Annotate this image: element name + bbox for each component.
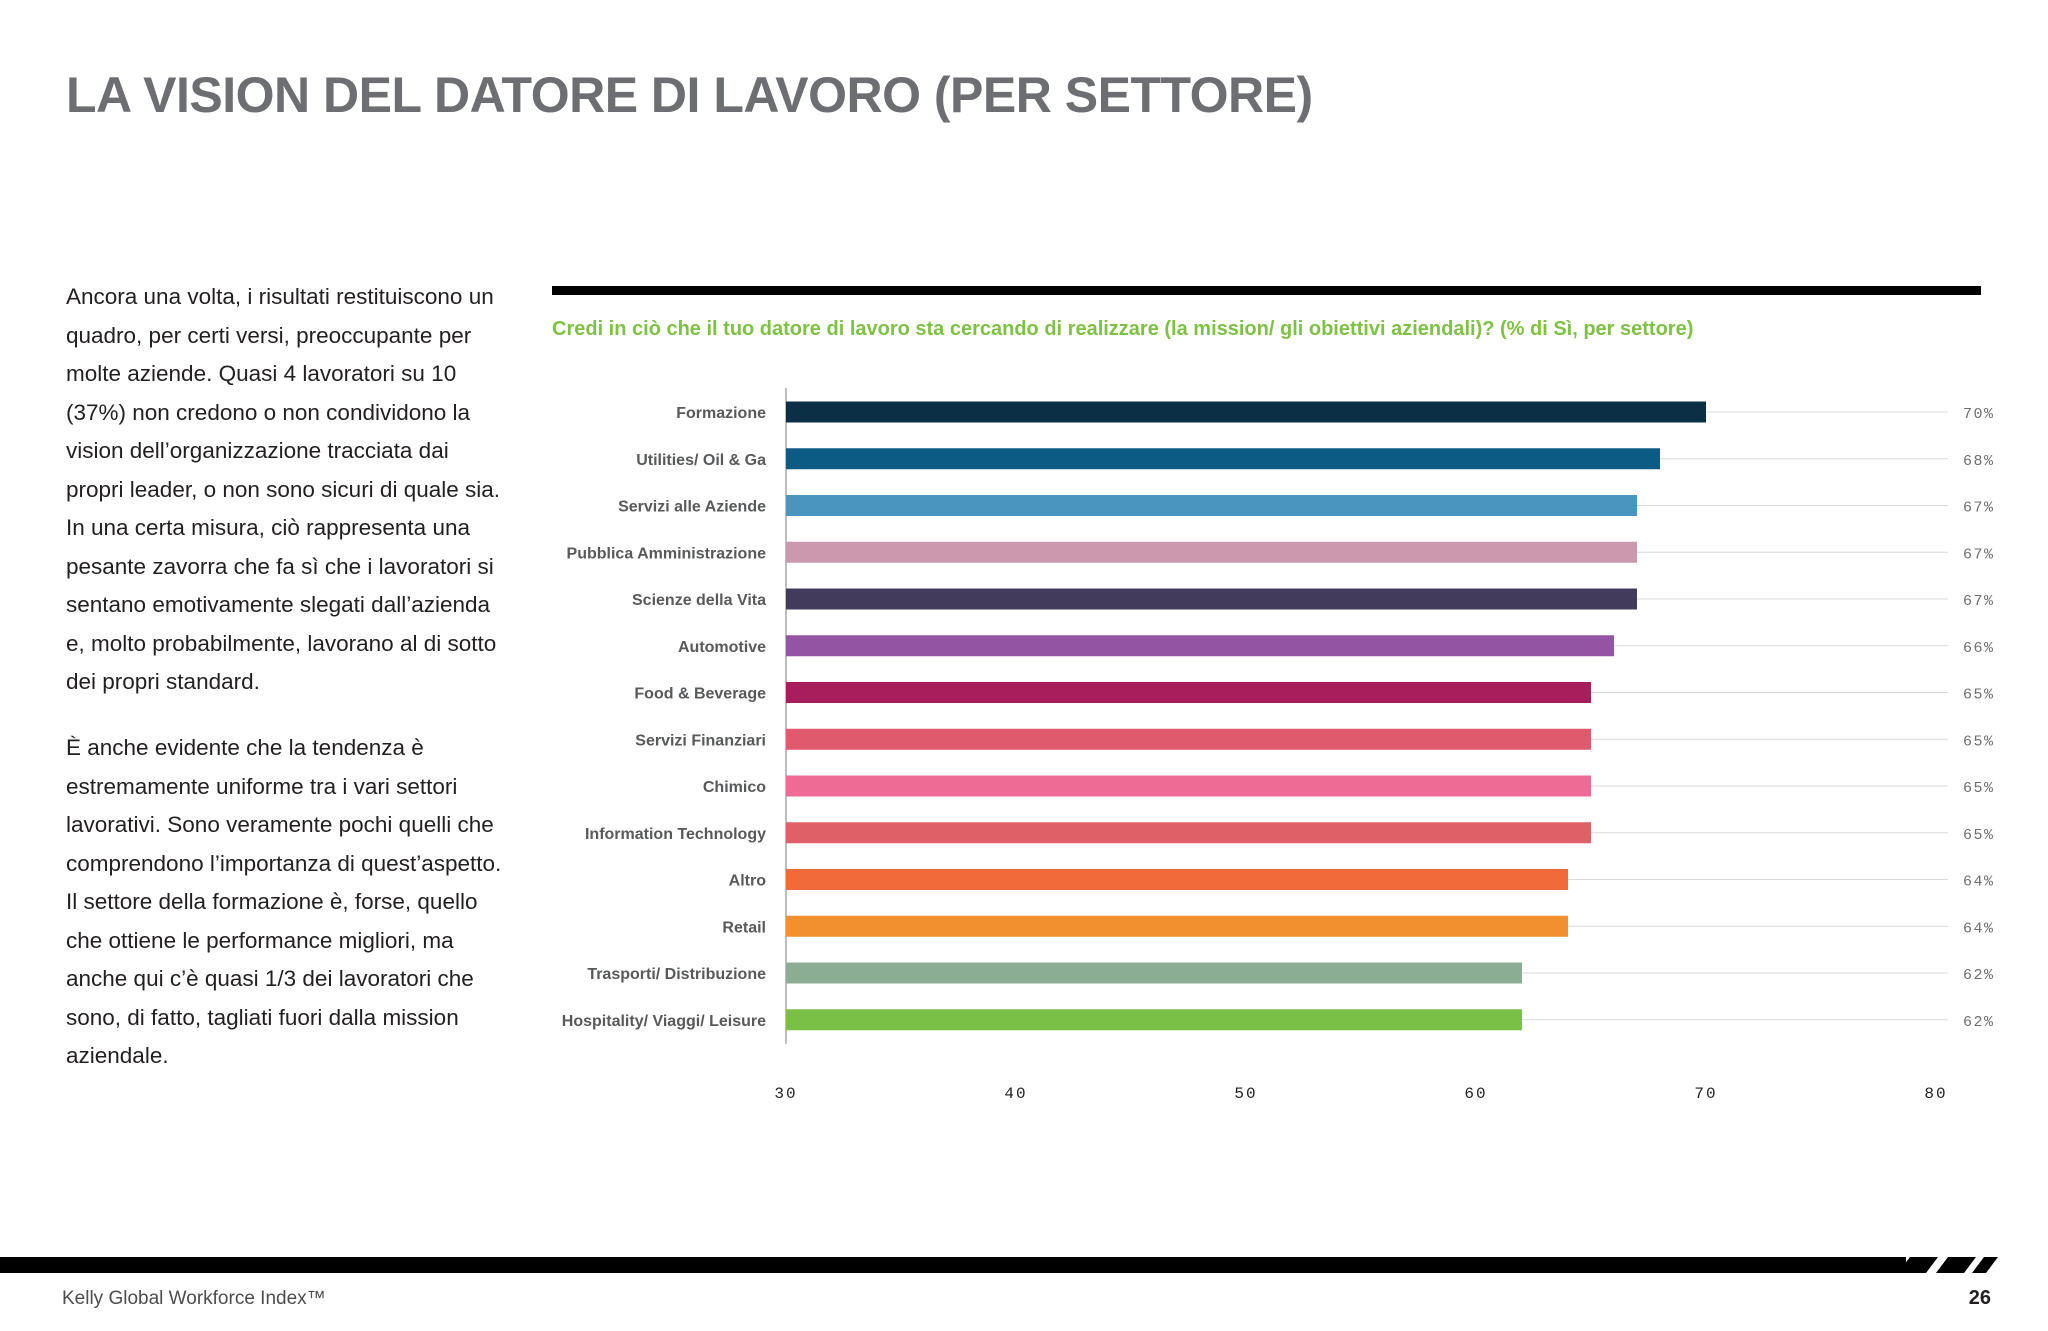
- category-label: Utilities/ Oil & Ga: [636, 452, 766, 469]
- value-label: 62%: [1963, 967, 1995, 984]
- chart-title: Credi in ciò che il tuo datore di lavoro…: [552, 318, 1694, 340]
- category-label: Scienze della Vita: [632, 592, 766, 609]
- value-label: 67%: [1963, 593, 1995, 610]
- bar-4: [786, 588, 1637, 610]
- category-label: Altro: [729, 873, 767, 890]
- bar-12: [786, 962, 1522, 984]
- category-label: Servizi Finanziari: [635, 732, 766, 749]
- value-label: 65%: [1963, 687, 1995, 704]
- bar-1: [786, 448, 1660, 470]
- category-label: Servizi alle Aziende: [618, 499, 766, 516]
- category-label: Information Technology: [585, 826, 766, 843]
- footer-bar: [0, 1257, 1906, 1273]
- category-label: Chimico: [703, 779, 766, 796]
- footer-brand: Kelly Global Workforce Index™: [62, 1288, 326, 1309]
- x-tick-label: 80: [1924, 1085, 1947, 1103]
- bar-6: [786, 682, 1591, 703]
- page-number: 26: [1968, 1287, 1991, 1309]
- value-label: 67%: [1963, 546, 1995, 563]
- bar-3: [786, 541, 1637, 563]
- category-label: Food & Beverage: [634, 686, 766, 703]
- x-tick-label: 40: [1004, 1085, 1027, 1103]
- body-paragraph-1: Ancora una volta, i risultati restituisc…: [66, 284, 501, 694]
- bar-10: [786, 869, 1568, 890]
- value-label: 66%: [1963, 640, 1995, 657]
- category-label: Hospitality/ Viaggi/ Leisure: [562, 1013, 766, 1030]
- x-tick-label: 60: [1464, 1085, 1487, 1103]
- body-paragraph-2: È anche evidente che la tendenza è estre…: [66, 735, 502, 1068]
- value-label: 65%: [1963, 827, 1995, 844]
- page-title: LA VISION DEL DATORE DI LAVORO (PER SETT…: [66, 67, 1313, 123]
- bar-9: [786, 822, 1591, 844]
- value-label: 67%: [1963, 500, 1995, 517]
- bar-0: [786, 401, 1706, 423]
- value-label: 64%: [1963, 920, 1995, 937]
- bar-5: [786, 635, 1614, 657]
- value-label: 64%: [1963, 874, 1995, 891]
- bar-2: [786, 495, 1637, 516]
- value-label: 68%: [1963, 453, 1995, 470]
- value-label: 65%: [1963, 780, 1995, 797]
- bar-7: [786, 728, 1591, 750]
- footer-stripes-decoration: [1898, 1257, 1998, 1273]
- chart-top-rule: [552, 286, 1981, 295]
- category-label: Pubblica Amministrazione: [567, 545, 767, 562]
- category-label: Automotive: [678, 639, 766, 656]
- category-label: Retail: [722, 919, 766, 936]
- value-label: 62%: [1963, 1014, 1995, 1031]
- bar-13: [786, 1009, 1522, 1031]
- x-tick-label: 50: [1234, 1085, 1257, 1103]
- bar-8: [786, 775, 1591, 797]
- value-label: 70%: [1963, 406, 1995, 423]
- category-label: Formazione: [676, 405, 766, 422]
- x-tick-label: 70: [1694, 1085, 1717, 1103]
- bar-11: [786, 915, 1568, 937]
- value-label: 65%: [1963, 733, 1995, 750]
- x-tick-label: 30: [774, 1085, 797, 1103]
- category-label: Trasporti/ Distribuzione: [587, 966, 766, 983]
